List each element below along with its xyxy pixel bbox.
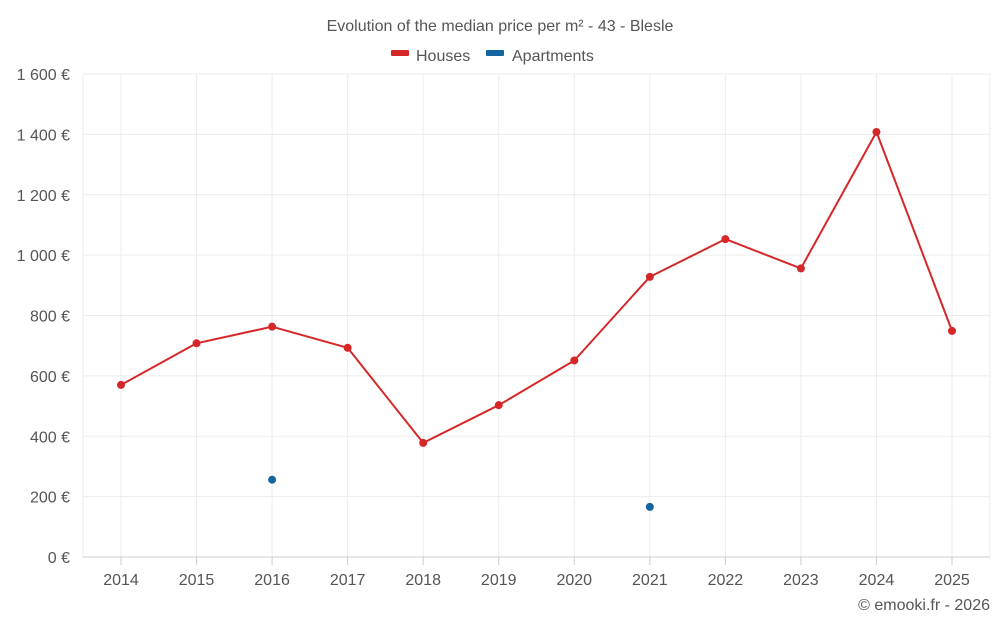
y-tick-label: 1 400 € (17, 127, 70, 144)
legend-swatch-apartments (486, 50, 504, 56)
series-apartments (268, 475, 654, 511)
data-point-houses-2016[interactable] (268, 322, 277, 331)
data-point-houses-2020[interactable] (570, 356, 579, 365)
x-tick-label: 2020 (556, 572, 592, 589)
data-point-houses-2025[interactable] (948, 326, 956, 335)
x-tick-label: 2024 (859, 572, 895, 589)
data-point-apartments-2021[interactable] (645, 502, 654, 511)
y-tick-label: 1 000 € (17, 248, 70, 265)
y-tick-label: 0 € (48, 550, 70, 567)
x-tick-label: 2021 (632, 572, 668, 589)
series-houses (117, 127, 956, 447)
data-point-houses-2023[interactable] (796, 264, 805, 273)
data-point-houses-2024[interactable] (872, 127, 881, 136)
x-tick-label: 2019 (481, 572, 517, 589)
legend-item-houses[interactable]: Houses (391, 48, 470, 65)
data-point-houses-2015[interactable] (192, 339, 201, 348)
x-tick-label: 2023 (783, 572, 819, 589)
credit-text: © emooki.fr - 2026 (858, 597, 990, 614)
x-tick-label: 2017 (330, 572, 366, 589)
y-tick-label: 400 € (30, 429, 70, 446)
y-tick-label: 1 600 € (17, 67, 70, 84)
x-tick-label: 2022 (708, 572, 744, 589)
data-point-houses-2022[interactable] (721, 235, 730, 244)
data-point-houses-2014[interactable] (117, 380, 125, 389)
data-point-houses-2017[interactable] (343, 343, 352, 352)
y-tick-label: 1 200 € (17, 188, 70, 205)
data-point-apartments-2016[interactable] (268, 475, 277, 484)
legend-label-apartments: Apartments (512, 48, 594, 65)
x-tick-label: 2014 (103, 572, 139, 589)
x-tick-label: 2015 (179, 572, 215, 589)
data-point-houses-2021[interactable] (645, 272, 654, 281)
legend: Houses Apartments (391, 48, 594, 65)
legend-item-apartments[interactable]: Apartments (486, 48, 594, 65)
y-tick-label: 600 € (30, 369, 70, 386)
x-tick-label: 2025 (934, 572, 970, 589)
legend-swatch-houses (391, 50, 409, 56)
y-tick-label: 200 € (30, 490, 70, 507)
x-tick-label: 2016 (254, 572, 290, 589)
data-point-houses-2019[interactable] (494, 401, 503, 410)
x-tick-label: 2018 (405, 572, 441, 589)
y-tick-label: 800 € (30, 309, 70, 326)
axes: 0 € 200 € 400 € 600 € 800 € 1 000 € 1 200 € 1 4… (17, 67, 990, 589)
series-line-houses (120, 131, 953, 444)
legend-label-houses: Houses (416, 48, 470, 65)
chart-title: Evolution of the median price per m² - 4… (327, 18, 674, 35)
series-layer (117, 127, 956, 511)
grid (82, 73, 991, 557)
data-point-houses-2018[interactable] (419, 438, 428, 447)
